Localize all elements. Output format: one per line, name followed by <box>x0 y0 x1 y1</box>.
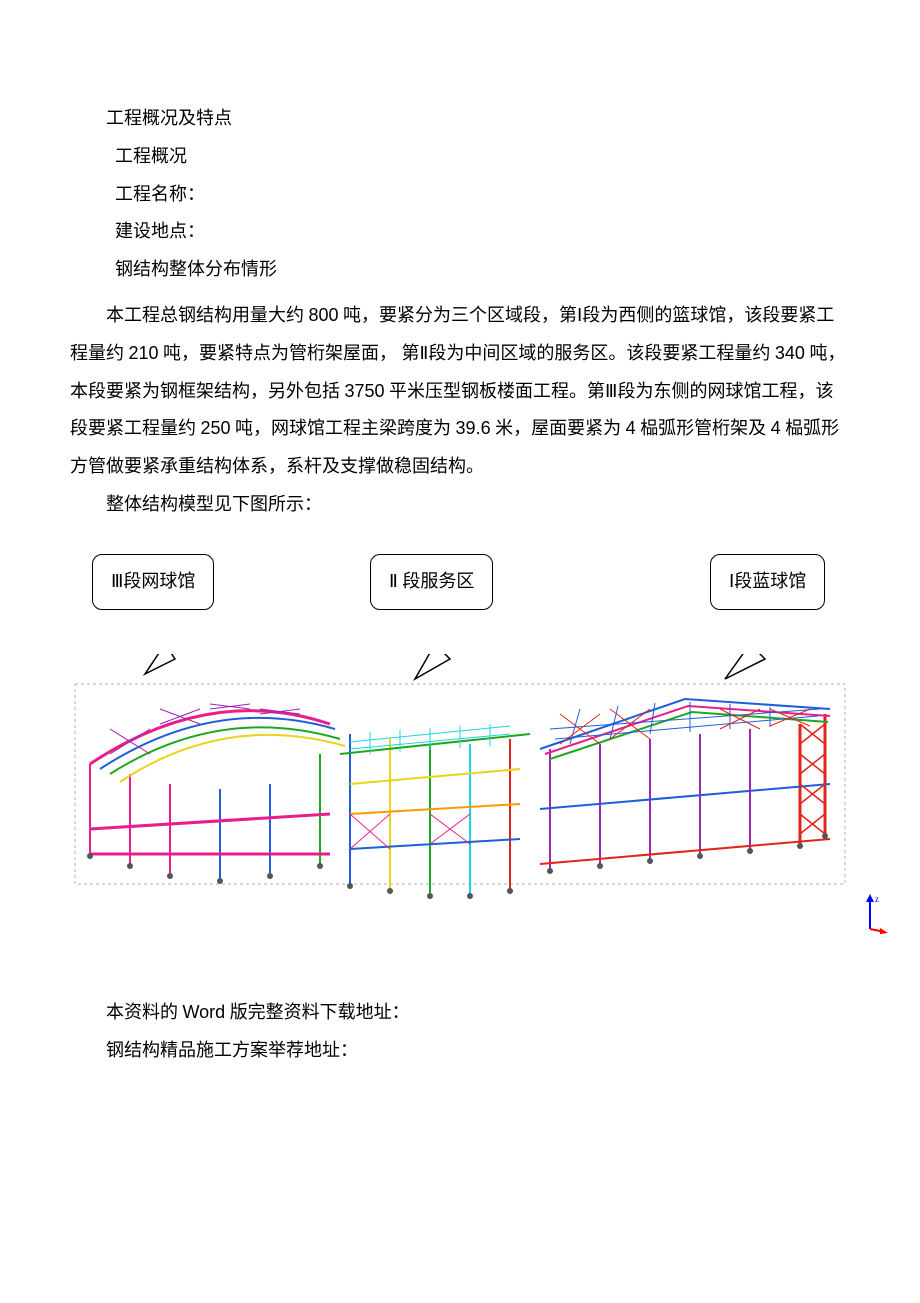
body-paragraph-1: 本工程总钢结构用量大约 800 吨，要紧分为三个区域段，第Ⅰ段为西侧的篮球馆，该… <box>70 297 850 486</box>
truss-count-1: 4 <box>626 418 636 438</box>
footer-line-1: 本资料的 Word 版完整资料下载地址： <box>70 994 850 1032</box>
callout-section-2: Ⅱ 段服务区 <box>370 554 493 610</box>
tonnage-total: 800 <box>309 305 339 325</box>
tonnage-section2: 340 <box>775 343 805 363</box>
truss-count-2: 4 <box>771 418 781 438</box>
text-segment: 榀弧形管桁架及 <box>636 418 771 438</box>
structure-diagram: Ⅲ段网球馆 Ⅱ 段服务区 Ⅰ段蓝球馆 <box>70 554 850 954</box>
section-title: 工程概况及特点 <box>70 100 850 138</box>
svg-text:z: z <box>875 894 879 904</box>
location-label: 建设地点： <box>70 213 850 251</box>
project-name-label: 工程名称： <box>70 176 850 214</box>
axis-indicator-icon: z <box>860 894 890 934</box>
text-segment: 米，屋面要紧为 <box>491 418 626 438</box>
tonnage-section3: 250 <box>201 418 231 438</box>
text-segment: 本工程总钢结构用量大约 <box>106 305 309 325</box>
text-segment: 吨，要紧特点为管桁架屋面， 第Ⅱ段为中间区域的服务区。该段要紧工程量约 <box>159 343 775 363</box>
subsection-overview: 工程概况 <box>70 138 850 176</box>
text-segment: 本资料的 <box>106 1002 183 1022</box>
span-value: 39.6 <box>456 418 491 438</box>
text-segment: 版完整资料下载地址： <box>225 1002 410 1022</box>
body-paragraph-2: 整体结构模型见下图所示： <box>70 486 850 524</box>
distribution-label: 钢结构整体分布情形 <box>70 251 850 289</box>
tonnage-section1: 210 <box>129 343 159 363</box>
area-value: 3750 <box>345 381 385 401</box>
word-label: Word <box>183 1002 226 1022</box>
callout-section-3: Ⅰ段蓝球馆 <box>710 554 825 610</box>
text-segment: 吨，网球馆工程主梁跨度为 <box>231 418 456 438</box>
callout-section-3: Ⅲ段网球馆 <box>92 554 214 610</box>
footer-line-2: 钢结构精品施工方案举荐地址： <box>70 1032 850 1070</box>
structure-model-icon <box>70 654 850 934</box>
